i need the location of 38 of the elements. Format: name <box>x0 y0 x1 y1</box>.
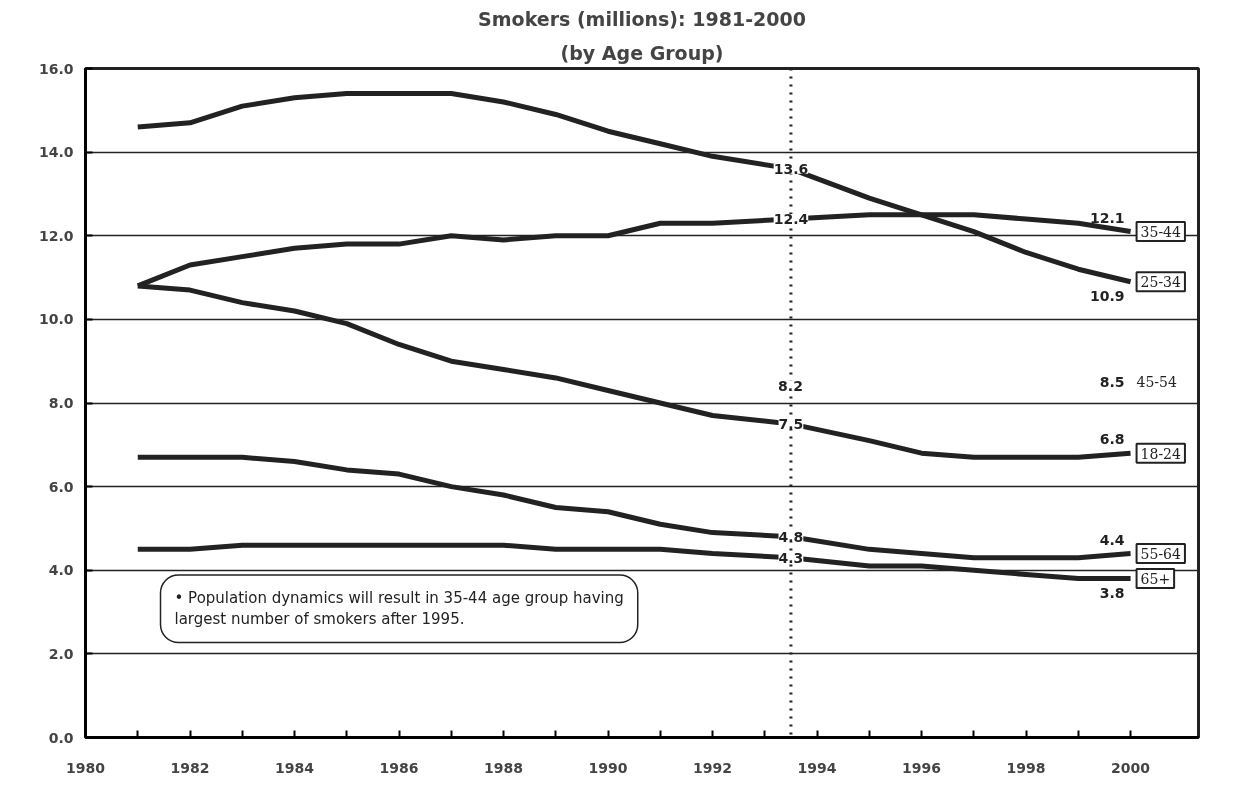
x-tick-label: 1992 <box>693 759 733 776</box>
legend-label: 65+ <box>1140 571 1171 588</box>
y-tick-label: 2.0 <box>48 645 74 662</box>
y-tick-label: 12.0 <box>38 227 74 244</box>
x-tick-label: 1998 <box>1006 759 1046 776</box>
chart-title: Smokers (millions): 1981-2000 <box>478 7 806 30</box>
x-tick-label: 1982 <box>170 759 210 776</box>
data-label: 12.1 <box>1090 209 1125 226</box>
data-label: 13.6 <box>773 160 809 177</box>
chart-subtitle: (by Age Group) <box>560 41 724 64</box>
y-tick-label: 10.0 <box>38 311 74 328</box>
series-label: 18-24 <box>1140 445 1182 462</box>
annotation: • Population dynamics will result in 35-44 age group having largest number of smokers after 1995. <box>174 588 624 629</box>
x-tick-label: 1994 <box>797 759 837 776</box>
data-label: 3.8 <box>1099 584 1125 601</box>
y-tick-label: 4.0 <box>48 562 74 579</box>
series-label: 55-64 <box>1140 546 1182 563</box>
data-label: 4.4 <box>1099 531 1125 548</box>
y-tick-label: 6.0 <box>48 478 74 495</box>
y-tick-label: 16.0 <box>38 60 74 77</box>
x-tick-label: 1984 <box>275 759 315 776</box>
data-label: 12.4 <box>773 211 809 228</box>
x-tick-label: 2000 <box>1111 759 1151 776</box>
annotation: 8.2 <box>778 377 803 394</box>
x-tick-label: 1988 <box>484 759 524 776</box>
x-tick-label: 1980 <box>66 759 106 776</box>
y-tick-label: 0.0 <box>48 729 74 746</box>
y-tick-label: 14.0 <box>38 144 74 161</box>
series-label: 25-34 <box>1140 274 1182 291</box>
annotation: 45-54 <box>1136 374 1177 390</box>
data-label: 6.8 <box>1099 431 1125 448</box>
data-label: 10.9 <box>1090 287 1125 304</box>
series-label: 35-44 <box>1140 224 1182 241</box>
x-tick-label: 1990 <box>588 759 628 776</box>
x-tick-label: 1986 <box>379 759 419 776</box>
y-tick-label: 8.0 <box>48 395 74 411</box>
x-tick-label: 1996 <box>902 759 942 776</box>
annotation: 8.5 <box>1099 373 1125 390</box>
